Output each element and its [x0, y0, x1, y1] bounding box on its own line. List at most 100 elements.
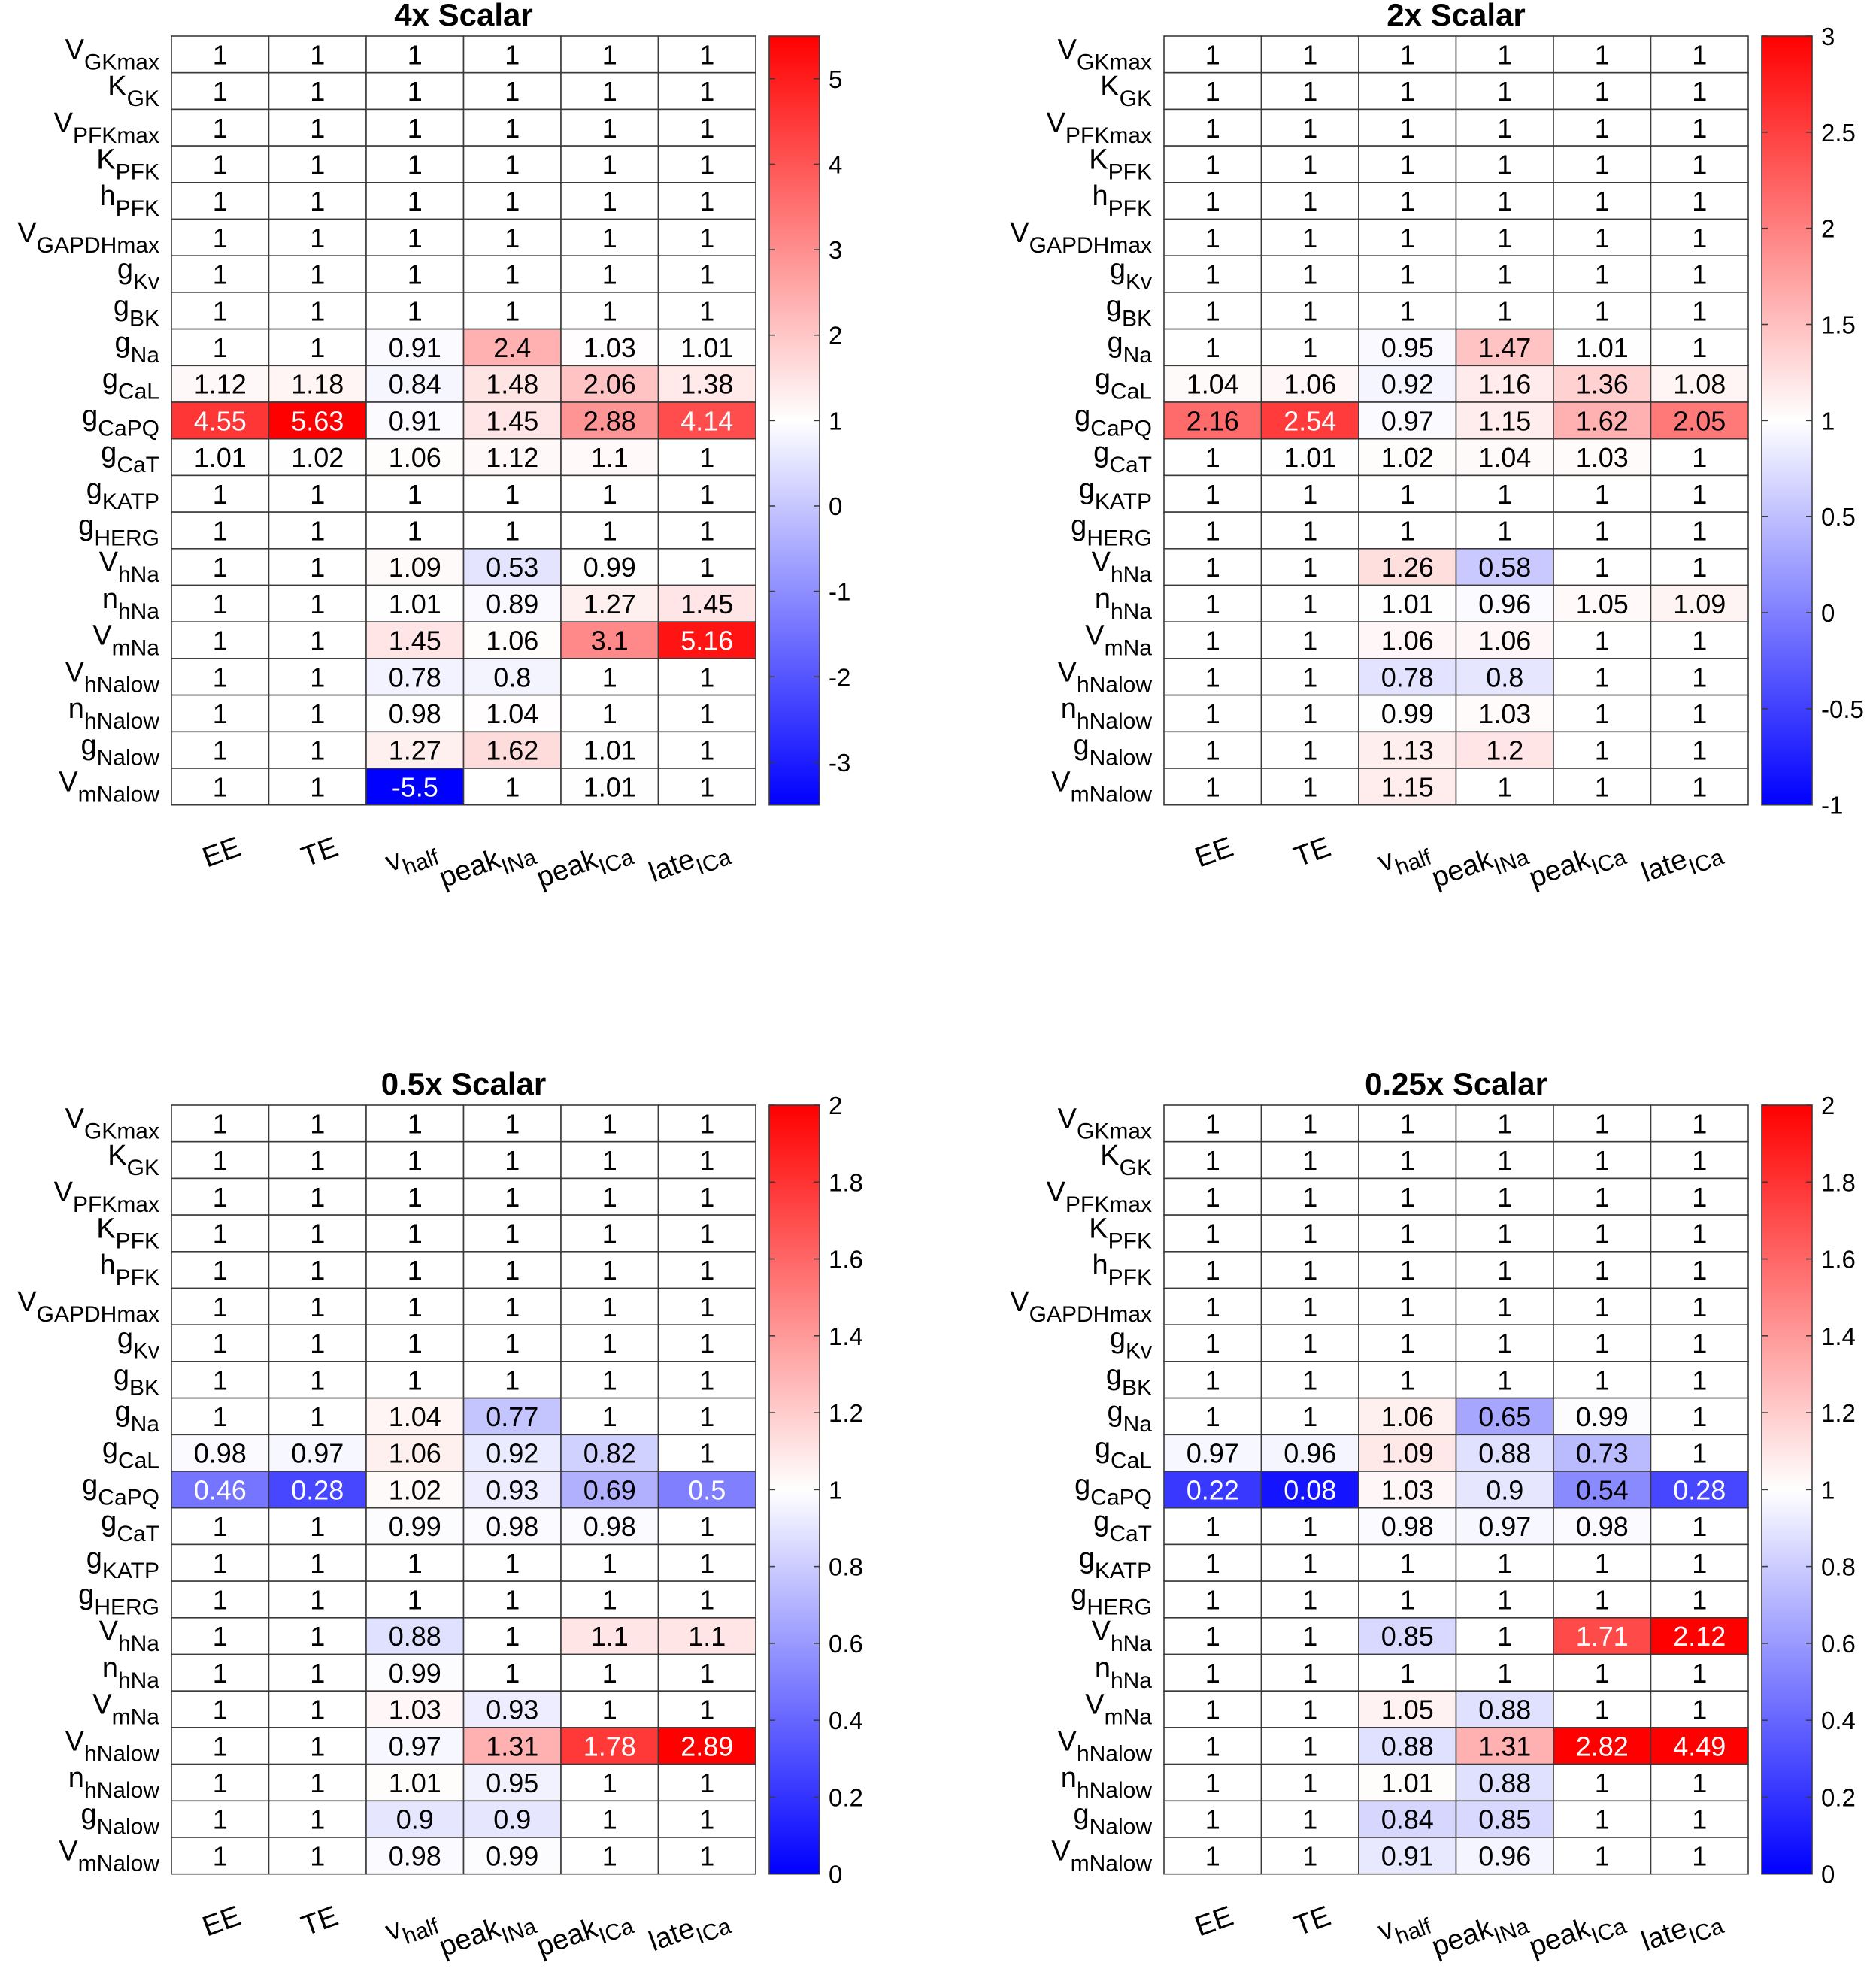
row-label-main: V: [92, 1689, 112, 1721]
heatmap-cell: [365, 182, 465, 220]
heatmap-cell: [171, 1214, 270, 1253]
heatmap-cell: [1163, 1727, 1262, 1765]
heatmap-cell: [462, 1397, 562, 1436]
cell-value-label: 1: [1692, 1182, 1707, 1213]
cell-value-label: 1: [505, 39, 520, 70]
heatmap-cell: [365, 511, 465, 550]
row-label-main: K: [1100, 71, 1119, 102]
row-label-sub: hNalow: [1077, 709, 1152, 734]
row-label: gKATP: [1079, 1543, 1152, 1583]
cell-value-label: 1: [213, 186, 228, 217]
cell-value-label: 1: [1692, 1438, 1707, 1469]
cell-value-label: 1.06: [389, 1438, 441, 1469]
cell-value-label: 1: [699, 113, 714, 144]
heatmap-cell: [1260, 731, 1359, 769]
cell-value-label: 1: [213, 1695, 228, 1725]
row-label-main: K: [108, 1140, 126, 1171]
column-label-main: EE: [199, 1901, 245, 1943]
colorbar-tick-label: 2: [829, 1092, 842, 1119]
row-label: gKv: [1110, 254, 1152, 295]
cell-value-label: 0.22: [1187, 1474, 1239, 1505]
row-label-main: g: [1074, 1469, 1090, 1501]
cell-value-label: 1.03: [1381, 1474, 1434, 1505]
cell-value-label: 1: [1302, 515, 1317, 546]
cell-value-label: 1: [310, 1768, 325, 1798]
cell-value-label: 1: [1595, 295, 1610, 326]
row-label-sub: PFK: [1108, 1228, 1152, 1253]
row-label: KGK: [108, 1140, 159, 1180]
row-label-sub: CaPQ: [1090, 416, 1152, 441]
cell-value-label: 1: [1692, 1695, 1707, 1725]
cell-value-label: 0.99: [583, 552, 636, 583]
cell-value-label: 1.04: [486, 698, 538, 729]
column-label: EE: [1191, 1901, 1238, 1943]
heatmap-cell: [1455, 1653, 1554, 1692]
heatmap-cell: [1163, 474, 1262, 513]
cell-value-label: 0.9: [1486, 1474, 1523, 1505]
heatmap-cell: [462, 511, 562, 550]
heatmap-cell: [1358, 292, 1457, 330]
heatmap-cell: [657, 1580, 756, 1619]
row-label: gNalow: [1073, 1799, 1152, 1840]
cell-value-label: 1.1: [591, 1621, 629, 1652]
cell-value-label: 1: [1400, 186, 1415, 217]
cell-value-label: 1: [1692, 1840, 1707, 1871]
cell-value-label: 1: [1205, 186, 1220, 217]
row-label-main: g: [117, 254, 133, 286]
row-label-main: V: [92, 620, 112, 652]
cell-value-label: 1: [310, 1658, 325, 1689]
heatmap-cell: [1163, 1104, 1262, 1143]
column-label: peakINa: [1428, 832, 1532, 901]
row-label: KGK: [1100, 71, 1152, 111]
row-label-main: V: [1092, 547, 1111, 578]
row-label-sub: mNalow: [1071, 782, 1153, 807]
column-label: lateICa: [1638, 832, 1728, 896]
heatmap-cell: [1163, 218, 1262, 257]
colorbar-tick-label: 1.6: [829, 1246, 863, 1274]
heatmap-cell: [462, 1214, 562, 1253]
heatmap-cell: [657, 511, 756, 550]
cell-value-label: 1: [699, 1218, 714, 1249]
cell-value-label: 1: [1302, 1840, 1317, 1871]
row-label-main: g: [1074, 400, 1090, 432]
cell-value-label: 1: [1205, 1548, 1220, 1579]
heatmap-cell: [1650, 1397, 1749, 1436]
heatmap-cell: [560, 1397, 659, 1436]
column-label: lateICa: [645, 832, 735, 896]
cell-value-label: 1: [1497, 771, 1512, 802]
cell-value-label: 1: [213, 113, 228, 144]
cell-value-label: 1: [1595, 1840, 1610, 1871]
heatmap-cell: [1650, 328, 1749, 367]
heatmap-cell: [560, 292, 659, 330]
row-label-sub: hNa: [1111, 1631, 1152, 1656]
colorbar: [1761, 35, 1813, 806]
row-label-main: n: [1095, 583, 1111, 615]
cell-value-label: 1.15: [1478, 405, 1531, 436]
heatmap-cell: [1358, 1214, 1457, 1253]
cell-value-label: 1: [1302, 1511, 1317, 1542]
cell-value-label: 1: [213, 1292, 228, 1322]
cell-value-label: 1: [1400, 113, 1415, 144]
cell-value-label: 1: [1205, 295, 1220, 326]
heatmap-cell: [1358, 474, 1457, 513]
heatmap-cell: [1650, 1361, 1749, 1399]
heatmap-cell: [462, 1837, 562, 1875]
cell-value-label: 1: [1497, 113, 1512, 144]
column-label-main: EE: [1191, 832, 1238, 874]
cell-value-label: 1: [1497, 1255, 1512, 1286]
cell-value-label: 1.02: [1381, 442, 1434, 473]
heatmap-cell: [365, 768, 465, 806]
column-label-main: EE: [199, 832, 245, 874]
row-label-main: h: [1093, 1250, 1108, 1281]
cell-value-label: 1: [1302, 479, 1317, 510]
heatmap-cell: [171, 1287, 270, 1326]
heatmap-cell: [365, 621, 465, 659]
heatmap-cell: [657, 1177, 756, 1216]
heatmap-cell: [1455, 474, 1554, 513]
row-label-sub: GAPDHmax: [37, 1302, 159, 1327]
cell-value-label: 1: [213, 1108, 228, 1139]
colorbar-tick-label: -1: [1821, 792, 1843, 819]
cell-value-label: 0.98: [486, 1511, 538, 1542]
heatmap-panel-0: 4x Scalar 1 1 1 1 1 1 1 1 1 1 1 1 1 1 1 1 1 1 1 1 1 1 1 1 1 1 1 1 1 1 1…: [17, 0, 850, 896]
column-label-main: late: [645, 1913, 699, 1958]
